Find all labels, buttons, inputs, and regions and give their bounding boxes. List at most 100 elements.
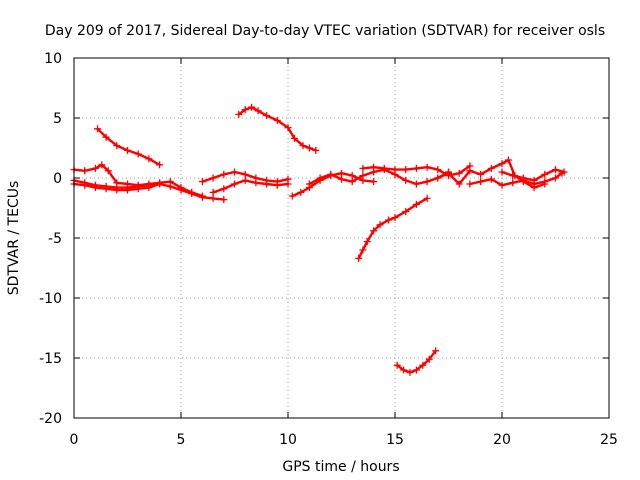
- data-point: [376, 221, 384, 229]
- data-point: [412, 164, 420, 172]
- series-arc-j: [359, 162, 474, 180]
- data-point: [231, 168, 238, 176]
- data-point: [445, 169, 452, 177]
- data-point: [355, 254, 363, 262]
- data-point: [423, 163, 431, 171]
- data-point: [359, 172, 367, 180]
- data-point: [363, 238, 371, 246]
- data-point: [402, 208, 410, 216]
- series-arc-g: [235, 103, 320, 154]
- data-point: [348, 178, 356, 186]
- data-point: [370, 227, 378, 235]
- y-tick-label: 10: [44, 51, 62, 67]
- data-point: [305, 180, 313, 188]
- data-point: [406, 368, 414, 376]
- data-point: [299, 142, 307, 150]
- data-point: [312, 146, 320, 154]
- x-axis-label: GPS time / hours: [282, 459, 399, 475]
- data-point: [104, 167, 112, 175]
- chart-title: Day 209 of 2017, Sidereal Day-to-day VTE…: [45, 23, 605, 39]
- grid-lines: [74, 58, 609, 418]
- x-tick-label: 0: [70, 432, 79, 448]
- series-line: [436, 158, 546, 189]
- data-point: [284, 180, 292, 188]
- series-arc-c: [70, 176, 164, 192]
- data-point: [509, 172, 517, 180]
- data-point: [359, 246, 367, 254]
- data-point: [412, 200, 420, 208]
- data-point: [91, 181, 99, 189]
- data-point: [231, 180, 238, 188]
- data-point: [134, 182, 142, 190]
- data-point: [466, 180, 474, 188]
- data-point: [263, 112, 271, 120]
- data-point: [552, 174, 559, 182]
- data-point: [385, 216, 393, 224]
- data-point: [530, 176, 538, 184]
- data-point: [455, 169, 463, 177]
- data-point: [98, 161, 106, 169]
- data-point: [252, 179, 260, 187]
- data-point: [504, 156, 512, 164]
- data-point: [560, 168, 568, 176]
- data-point: [370, 178, 378, 186]
- data-point: [509, 179, 517, 187]
- data-point: [305, 144, 313, 152]
- series-line: [468, 171, 564, 187]
- data-point: [209, 174, 217, 182]
- series-arc-l: [393, 347, 440, 376]
- x-tick-label: 25: [600, 432, 618, 448]
- data-point: [145, 181, 153, 189]
- data-point: [209, 194, 217, 202]
- data-point: [477, 178, 485, 186]
- data-point: [432, 347, 440, 355]
- data-point: [338, 169, 345, 177]
- data-point: [391, 214, 399, 222]
- data-point: [359, 164, 367, 172]
- data-point: [297, 188, 305, 196]
- data-point: [455, 180, 463, 188]
- data-point: [477, 170, 485, 178]
- data-point: [419, 361, 427, 369]
- data-point: [466, 167, 474, 175]
- data-point: [391, 166, 399, 174]
- data-point: [94, 125, 102, 133]
- data-point: [412, 180, 420, 188]
- data-point: [220, 196, 228, 204]
- data-point: [102, 182, 110, 190]
- data-point: [393, 361, 401, 369]
- data-point: [254, 107, 262, 115]
- data-point: [220, 170, 228, 178]
- data-point: [113, 142, 121, 150]
- x-tick-label: 10: [279, 432, 297, 448]
- data-point: [241, 170, 249, 178]
- data-point: [541, 170, 549, 178]
- data-point: [198, 178, 206, 186]
- series-line: [357, 197, 429, 260]
- series-arc-k: [355, 194, 431, 262]
- data-point: [91, 164, 99, 172]
- y-tick-label: -20: [39, 411, 62, 427]
- data-point: [338, 175, 345, 183]
- y-tick-label: -5: [48, 231, 62, 247]
- data-point: [241, 176, 249, 184]
- data-point: [327, 170, 335, 178]
- plot-frame: [73, 57, 610, 419]
- data-point: [273, 181, 281, 189]
- axis-ticks: 0 5 10 15 20 25 -20 -15 -10 -5 0 5 10: [39, 51, 618, 448]
- data-point: [166, 178, 174, 186]
- data-point: [156, 180, 164, 188]
- data-point: [177, 184, 185, 192]
- series-arc-m: [434, 156, 549, 192]
- data-point: [209, 188, 217, 196]
- data-point: [412, 366, 420, 374]
- data-point: [284, 124, 292, 132]
- data-point: [81, 167, 89, 175]
- data-point: [235, 110, 243, 118]
- data-point: [113, 184, 121, 192]
- series-line: [237, 105, 317, 152]
- data-point: [248, 103, 256, 111]
- series-arc-f: [209, 176, 292, 196]
- data-point: [102, 133, 110, 141]
